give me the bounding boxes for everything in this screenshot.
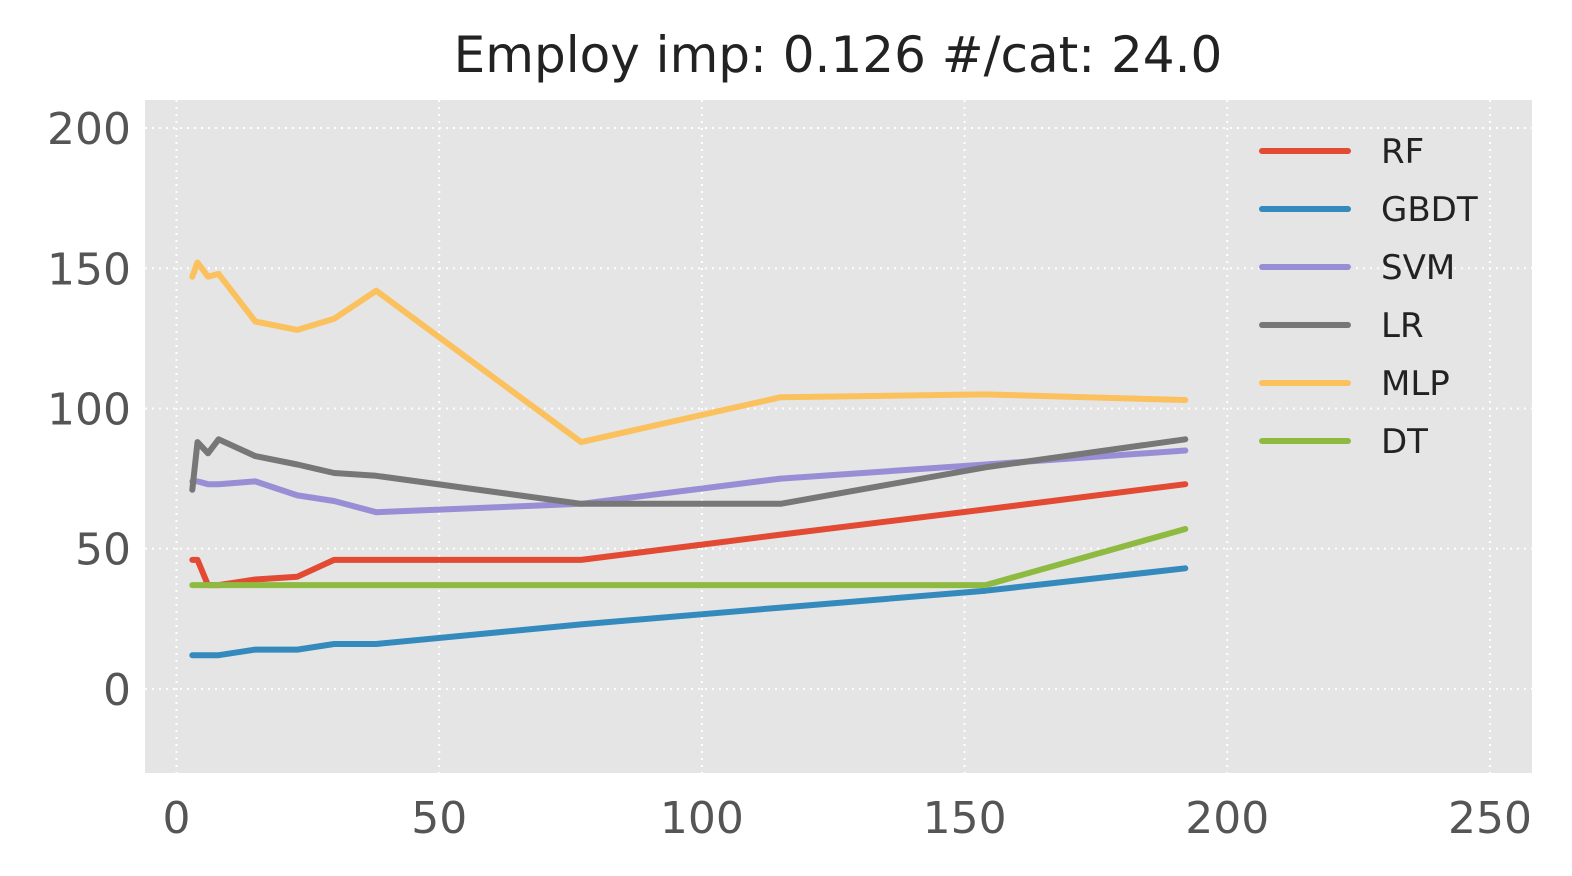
legend-label-mlp: MLP [1381, 364, 1450, 404]
chart-title: Employ imp: 0.126 #/cat: 24.0 [454, 26, 1223, 84]
x-tick-label: 250 [1448, 793, 1532, 844]
y-tick-label: 50 [75, 525, 131, 576]
series-line-lr [189, 436, 1189, 507]
legend-label-dt: DT [1381, 422, 1428, 462]
x-tick-label: 150 [923, 793, 1007, 844]
x-tick-label: 100 [660, 793, 744, 844]
plot-area-background [145, 100, 1532, 773]
x-tick-label: 50 [411, 793, 467, 844]
series-line-mlp [189, 259, 1189, 446]
series-line-dt [189, 526, 1189, 589]
y-tick-label: 200 [47, 104, 131, 155]
series-line-gbdt [189, 565, 1189, 659]
y-tick-label: 0 [103, 665, 131, 716]
series-line-rf [189, 481, 1189, 589]
x-tick-label: 0 [163, 793, 191, 844]
legend-label-svm: SVM [1381, 248, 1455, 288]
y-tick-label: 100 [47, 384, 131, 435]
series-lines [189, 259, 1189, 659]
y-axis-ticks: 0 50 100 150 200 [47, 104, 131, 716]
x-axis-ticks: 0 50 100 150 200 250 [163, 793, 1532, 844]
legend-label-lr: LR [1381, 306, 1424, 346]
series-line-svm [189, 447, 1189, 516]
legend: RF GBDT SVM LR MLP DT [1259, 132, 1478, 462]
x-tick-label: 200 [1185, 793, 1269, 844]
y-tick-label: 150 [47, 244, 131, 295]
legend-label-rf: RF [1381, 132, 1424, 172]
legend-label-gbdt: GBDT [1381, 190, 1478, 230]
